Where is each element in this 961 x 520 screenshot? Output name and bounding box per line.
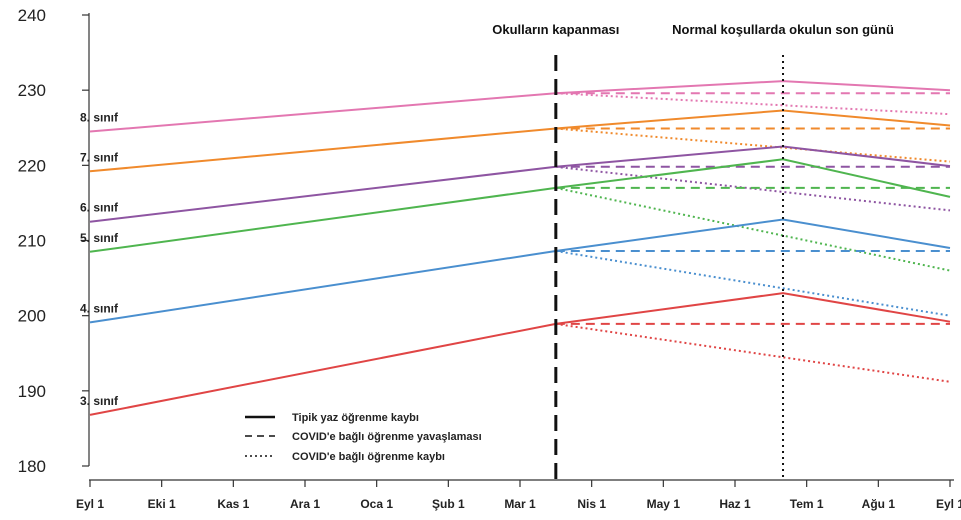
- x-tick-label: Ağu 1: [862, 497, 896, 511]
- grade-label: 5. sınıf: [80, 231, 119, 245]
- x-tick-label: Oca 1: [360, 497, 393, 511]
- series-line-typical: [89, 145, 951, 223]
- x-tick-label: Nis 1: [577, 497, 606, 511]
- annotation-label: Normal koşullarda okulun son günü: [672, 22, 894, 37]
- legend: Tipik yaz öğrenme kaybı COVID'e bağlı öğr…: [245, 412, 482, 463]
- grade-label-layer: 8. sınıf 7. sınıf 6. sınıf 5. sınıf 4. sınıf…: [80, 111, 119, 408]
- grade-label: 7. sınıf: [80, 150, 119, 164]
- series-line-loss: [555, 127, 951, 163]
- x-tick-label: May 1: [647, 497, 681, 511]
- series-line-loss: [555, 322, 951, 383]
- x-tick-label: Ara 1: [290, 497, 320, 511]
- x-tick-label: Mar 1: [504, 497, 536, 511]
- x-tick-label: Eki 1: [148, 497, 176, 511]
- y-tick-label: 200: [18, 307, 46, 326]
- grade-label: 4. sınıf: [80, 301, 119, 315]
- x-tick-label: Tem 1: [790, 497, 824, 511]
- series-line-loss: [555, 250, 951, 317]
- series-layer: [89, 80, 951, 416]
- legend-label: COVID'e bağlı öğrenme yavaşlaması: [292, 431, 482, 443]
- series-line-typical: [89, 292, 951, 416]
- x-tick-label: Eyl 1: [936, 497, 961, 511]
- series-line-loss: [555, 92, 951, 116]
- y-tick-label: 210: [18, 232, 46, 251]
- axes: 180 190 200 210 220 230 240 Eyl 1 Eki 1 Kas 1 Ara …: [18, 6, 961, 511]
- y-tick-label: 230: [18, 81, 46, 100]
- grade-label: 6. sınıf: [80, 201, 119, 215]
- y-tick-label: 240: [18, 6, 46, 25]
- series-line-typical: [89, 218, 951, 324]
- grade-label: 8. sınıf: [80, 111, 119, 125]
- annotation-label: Okulların kapanması: [492, 22, 619, 37]
- y-tick-label: 220: [18, 156, 46, 175]
- legend-label: COVID'e bağlı öğrenme kaybı: [292, 451, 445, 463]
- series-line-loss: [555, 186, 951, 272]
- x-tick-label: Haz 1: [719, 497, 751, 511]
- x-tick-label: Şub 1: [432, 497, 465, 511]
- annotation-layer: Okulların kapanması Normal koşullarda oku…: [492, 22, 894, 480]
- legend-label: Tipik yaz öğrenme kaybı: [292, 412, 419, 424]
- grade-label: 3. sınıf: [80, 394, 119, 408]
- series-line-typical: [89, 109, 951, 173]
- y-tick-label: 180: [18, 457, 46, 476]
- y-tick-label: 190: [18, 382, 46, 401]
- series-line-typical: [89, 80, 951, 133]
- x-tick-label: Eyl 1: [76, 497, 104, 511]
- series-line-typical: [89, 158, 951, 253]
- x-tick-label: Kas 1: [217, 497, 249, 511]
- series-line-loss: [555, 165, 951, 212]
